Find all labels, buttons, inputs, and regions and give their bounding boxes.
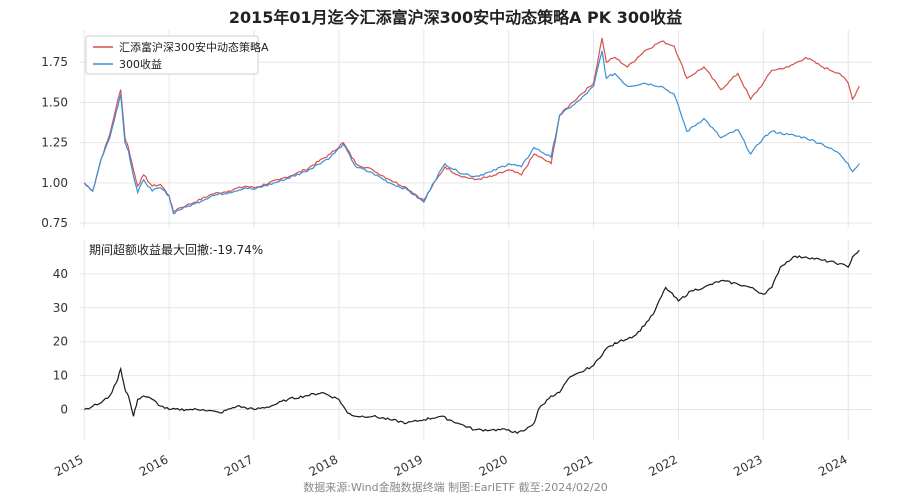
x-tick-label: 2024 (816, 452, 850, 479)
top-panel: 0.75 1.00 1.25 1.50 1.75 汇添富沪深300安中动态策略A 300收益 (41, 30, 872, 230)
top-y-tick-label: 1.00 (41, 176, 68, 190)
top-y-tick-label: 0.75 (41, 216, 68, 230)
x-axis: 2015 2016 2017 2018 2019 2020 2021 2022 2023 2024 (52, 452, 850, 479)
x-tick-label: 2023 (731, 452, 765, 479)
x-tick-label: 2020 (477, 452, 511, 479)
bottom-y-tick-label: 40 (53, 267, 68, 281)
chart-title: 2015年01月迄今汇添富沪深300安中动态策略A PK 300收益 (228, 8, 683, 27)
series-line-p0-0 (83, 37, 860, 213)
bottom-panel: 0 10 20 30 40 期间超额收益最大回撤:-19.74% (53, 240, 872, 440)
legend: 汇添富沪深300安中动态策略A 300收益 (85, 35, 269, 75)
x-tick-label: 2021 (561, 452, 595, 479)
legend-label: 300收益 (119, 57, 162, 71)
bottom-y-tick-label: 0 (60, 402, 68, 416)
top-y-tick-label: 1.50 (41, 95, 68, 109)
series-line-p0-1 (83, 50, 860, 215)
bottom-y-tick-label: 10 (53, 369, 68, 383)
top-y-tick-label: 1.25 (41, 136, 68, 150)
max-drawdown-annotation: 期间超额收益最大回撤:-19.74% (89, 242, 263, 257)
x-tick-label: 2018 (307, 452, 341, 479)
top-y-tick-label: 1.75 (41, 55, 68, 69)
x-tick-label: 2016 (137, 452, 171, 479)
footer-note: 数据来源:Wind金融数据终端 制图:EarlETF 截至:2024/02/20 (303, 481, 608, 494)
x-tick-label: 2015 (52, 452, 86, 479)
legend-box (85, 35, 259, 75)
x-tick-label: 2019 (392, 452, 426, 479)
legend-label: 汇添富沪深300安中动态策略A (119, 40, 269, 54)
bottom-y-tick-label: 30 (53, 301, 68, 315)
series-line-excess (83, 249, 860, 434)
x-tick-label: 2017 (222, 452, 256, 479)
bottom-y-tick-label: 20 (53, 335, 68, 349)
x-tick-label: 2022 (646, 452, 680, 479)
